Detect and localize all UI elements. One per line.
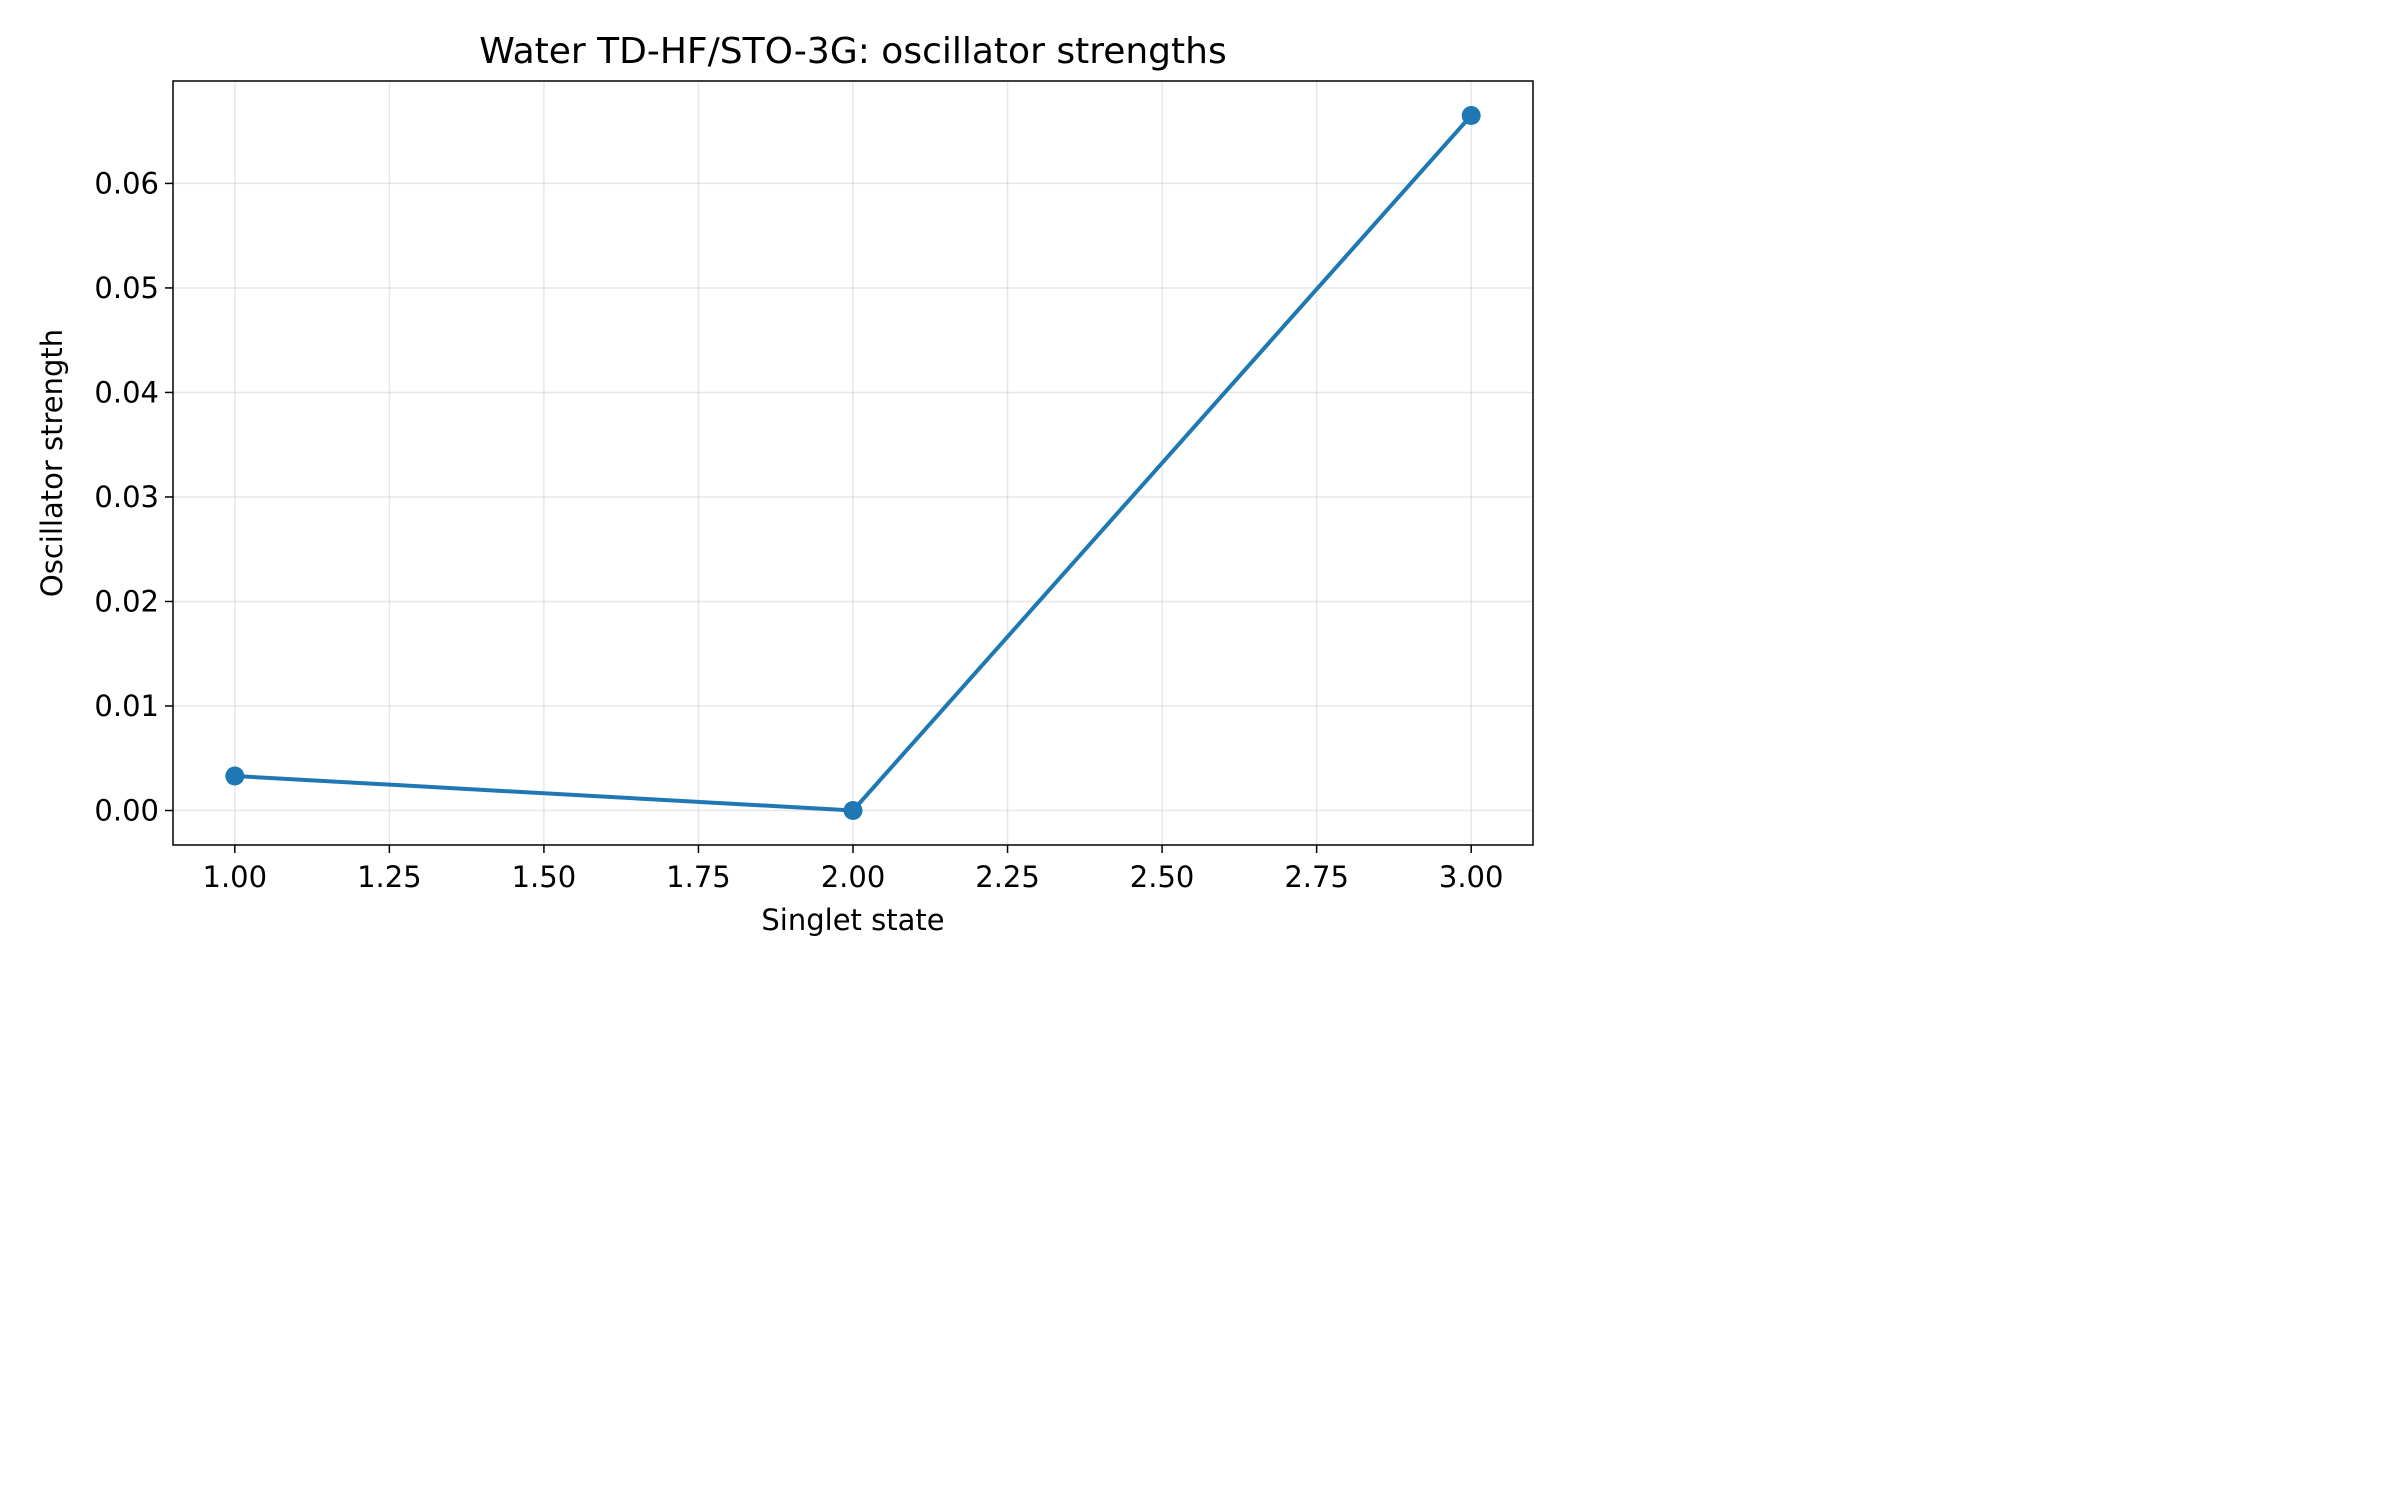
x-tick-label: 2.50	[1130, 860, 1195, 894]
x-tick-label: 1.25	[357, 860, 422, 894]
y-tick-label: 0.01	[94, 689, 159, 723]
x-tick-label: 2.25	[975, 860, 1040, 894]
x-axis: 1.00 1.25 1.50 1.75 2.00 2.25 2.50 2.75 3.00	[203, 845, 1504, 894]
data-point	[225, 766, 245, 786]
y-axis: 0.00 0.01 0.02 0.03 0.04 0.05 0.06	[94, 166, 173, 828]
y-tick-label: 0.02	[94, 584, 159, 618]
x-tick-label: 2.00	[821, 860, 886, 894]
x-tick-label: 1.00	[203, 860, 268, 894]
x-tick-label: 1.50	[512, 860, 577, 894]
x-tick-label: 3.00	[1439, 860, 1504, 894]
chart-title: Water TD-HF/STO-3G: oscillator strengths	[479, 31, 1226, 72]
y-tick-label: 0.06	[94, 166, 159, 200]
y-tick-label: 0.05	[94, 271, 159, 305]
y-tick-label: 0.04	[94, 375, 159, 409]
data-point	[1461, 105, 1481, 125]
series-layer	[225, 105, 1481, 821]
y-tick-label: 0.03	[94, 480, 159, 514]
data-point	[843, 801, 863, 821]
oscillator-strength-chart: 1.00 1.25 1.50 1.75 2.00 2.25 2.50 2.75 3.00 0.0…	[0, 0, 1568, 980]
chart-background	[0, 0, 1568, 980]
y-tick-label: 0.00	[94, 794, 159, 828]
x-tick-label: 1.75	[666, 860, 731, 894]
x-axis-label: Singlet state	[761, 903, 944, 937]
y-axis-label: Oscillator strength	[35, 329, 69, 597]
x-tick-label: 2.75	[1284, 860, 1349, 894]
